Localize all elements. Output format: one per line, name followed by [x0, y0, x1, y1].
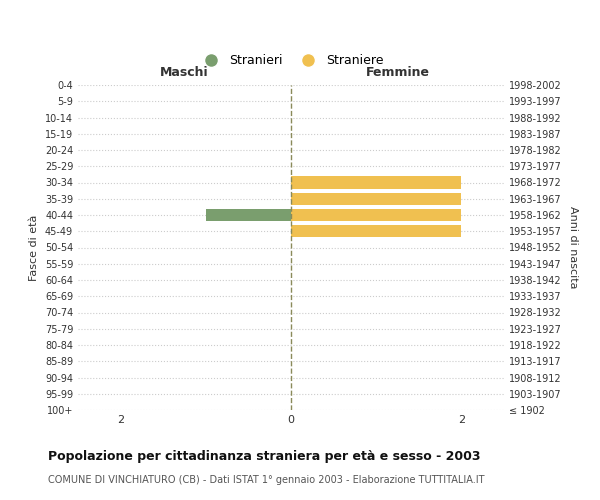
Bar — [291, 225, 461, 237]
Bar — [206, 209, 291, 221]
Y-axis label: Anni di nascita: Anni di nascita — [568, 206, 578, 288]
Text: Femmine: Femmine — [365, 66, 430, 78]
Legend: Stranieri, Straniere: Stranieri, Straniere — [193, 49, 389, 72]
Text: Maschi: Maschi — [160, 66, 209, 78]
Text: COMUNE DI VINCHIATURO (CB) - Dati ISTAT 1° gennaio 2003 - Elaborazione TUTTITALI: COMUNE DI VINCHIATURO (CB) - Dati ISTAT … — [48, 475, 485, 485]
Bar — [291, 209, 461, 221]
Y-axis label: Fasce di età: Fasce di età — [29, 214, 39, 280]
Bar — [291, 176, 461, 188]
Text: Popolazione per cittadinanza straniera per età e sesso - 2003: Popolazione per cittadinanza straniera p… — [48, 450, 481, 463]
Bar — [291, 192, 461, 205]
